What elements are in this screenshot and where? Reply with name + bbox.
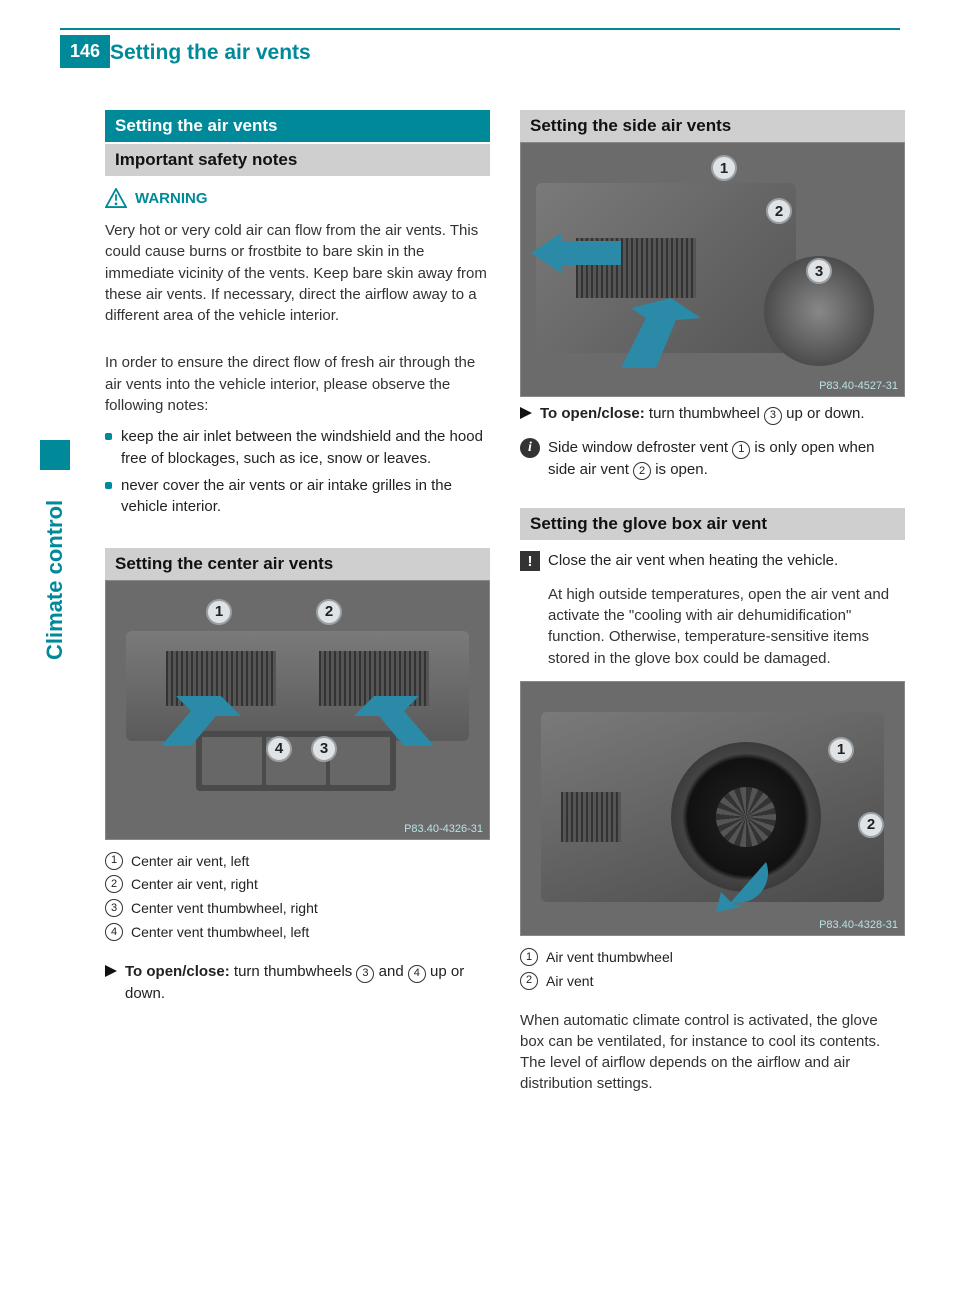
callout-2: 2 [858, 812, 884, 838]
warning-label: WARNING [135, 190, 208, 207]
info-row: i Side window defroster vent 1 is only o… [520, 437, 905, 481]
figure-side-vents: 1 2 3 P83.40-4527-31 [520, 142, 905, 397]
callout-1: 1 [828, 737, 854, 763]
right-column: Setting the side air vents 1 2 3 P83.40-… [520, 110, 905, 1101]
outro-text: When automatic climate control is activa… [520, 1010, 905, 1095]
bullet-item: never cover the air vents or air intake … [105, 475, 490, 518]
page-number: 146 [60, 35, 110, 68]
step-triangle-icon [105, 965, 117, 977]
step-triangle-icon [520, 407, 532, 419]
content-columns: Setting the air vents Important safety n… [105, 110, 905, 1101]
info-icon: i [520, 438, 540, 458]
side-tab-square [40, 440, 70, 470]
callout-1: 1 [206, 599, 232, 625]
side-tab-label: Climate control [42, 500, 68, 660]
left-column: Setting the air vents Important safety n… [105, 110, 490, 1101]
figure-center-vents: 1 2 3 4 P83.40-4326-31 [105, 580, 490, 840]
callout-3: 3 [311, 736, 337, 762]
callout-4: 4 [266, 736, 292, 762]
heading-teal: Setting the air vents [105, 110, 490, 142]
heading-gray: Important safety notes [105, 144, 490, 176]
callout-1: 1 [711, 155, 737, 181]
bullet-list: keep the air inlet between the windshiel… [105, 426, 490, 523]
callout-2: 2 [766, 198, 792, 224]
airflow-arrow-icon [611, 298, 701, 368]
heading-gray: Setting the glove box air vent [520, 508, 905, 540]
callout-2: 2 [316, 599, 342, 625]
callout-3: 3 [806, 258, 832, 284]
notice-icon: ! [520, 551, 540, 571]
bullet-item: keep the air inlet between the windshiel… [105, 426, 490, 469]
airflow-arrow-icon [354, 691, 444, 751]
warning-row: WARNING [105, 188, 490, 208]
notice-row: ! Close the air vent when heating the ve… [520, 550, 905, 571]
manual-page: 146 Setting the air vents Climate contro… [0, 0, 960, 1302]
rotate-arrow-icon [716, 857, 776, 912]
airflow-arrow-icon [531, 233, 621, 273]
warning-triangle-icon [105, 188, 127, 208]
intro-text: In order to ensure the direct flow of fr… [105, 352, 490, 416]
figure-glovebox-vent: 1 2 P83.40-4328-31 [520, 681, 905, 936]
figure-legend: 1Center air vent, left 2Center air vent,… [105, 850, 490, 945]
heading-gray: Setting the side air vents [520, 110, 905, 142]
warning-body: Very hot or very cold air can flow from … [105, 220, 490, 326]
figure-legend: 1Air vent thumbwheel 2Air vent [520, 946, 905, 994]
step-row: To open/close: turn thumbwheel 3 up or d… [520, 403, 905, 425]
figure-label: P83.40-4326-31 [404, 823, 483, 835]
airflow-arrow-icon [151, 691, 241, 751]
notice-body: At high outside temperatures, open the a… [520, 584, 905, 669]
heading-gray: Setting the center air vents [105, 548, 490, 580]
top-rule [60, 28, 900, 30]
figure-label: P83.40-4527-31 [819, 380, 898, 392]
side-tab: Climate control [40, 440, 70, 660]
page-title: Setting the air vents [110, 41, 311, 65]
step-row: To open/close: turn thumbwheels 3 and 4 … [105, 961, 490, 1004]
figure-label: P83.40-4328-31 [819, 919, 898, 931]
